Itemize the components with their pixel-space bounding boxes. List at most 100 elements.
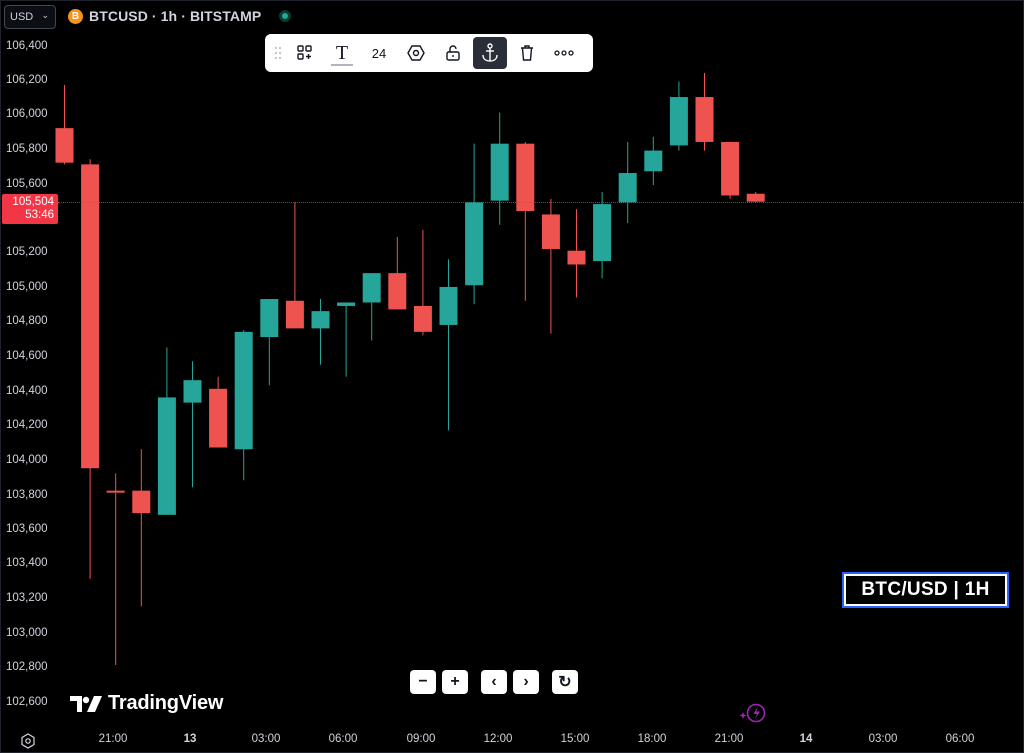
price-tick-label: 106,000 xyxy=(6,108,48,120)
candle-body xyxy=(311,311,330,329)
candle xyxy=(183,361,202,488)
candle-body xyxy=(106,490,125,493)
currency-value: USD xyxy=(10,11,34,23)
candle-body xyxy=(541,214,560,249)
candle-body xyxy=(132,490,151,514)
price-tick-label: 103,200 xyxy=(6,592,48,604)
price-tick-label: 106,200 xyxy=(6,74,48,86)
settings-icon[interactable] xyxy=(20,733,36,749)
candle-body xyxy=(285,300,304,329)
caption-text: BTC/USD | 1H xyxy=(846,576,1005,604)
candle xyxy=(234,330,253,481)
candle xyxy=(132,449,151,607)
time-tick-label: 18:00 xyxy=(637,733,667,745)
current-price-line xyxy=(58,202,1024,203)
candle xyxy=(618,141,637,224)
time-tick-label: 06:00 xyxy=(328,733,358,745)
candle xyxy=(157,347,176,515)
more-icon[interactable] xyxy=(547,37,581,69)
font-size-button[interactable]: 24 xyxy=(362,37,396,69)
candle xyxy=(541,198,560,334)
candle-body xyxy=(362,273,381,303)
candle-body xyxy=(157,397,176,515)
candle xyxy=(362,273,381,341)
time-tick-label: 15:00 xyxy=(560,733,590,745)
time-tick-label: 12:00 xyxy=(483,733,513,745)
scroll-right-button[interactable]: › xyxy=(513,670,539,694)
time-tick-label: 03:00 xyxy=(251,733,281,745)
price-tick-label: 106,400 xyxy=(6,40,48,52)
font-size-value: 24 xyxy=(371,45,387,61)
candle xyxy=(285,202,304,329)
drawing-toolbar: T 24 xyxy=(265,34,593,72)
tradingview-logo-icon xyxy=(70,695,102,712)
price-tick-label: 105,200 xyxy=(6,246,48,258)
time-tick-label: 13 xyxy=(183,733,197,745)
candle xyxy=(721,141,740,199)
candle xyxy=(260,299,279,386)
price-tick-label: 103,800 xyxy=(6,489,48,501)
zoom-in-button[interactable]: + xyxy=(442,670,468,694)
price-tick-label: 102,600 xyxy=(6,696,48,708)
zoom-out-button[interactable]: − xyxy=(410,670,436,694)
candle xyxy=(106,473,125,666)
candle-body xyxy=(234,331,253,450)
chevron-down-icon: ⌄ xyxy=(41,10,49,20)
reset-button[interactable]: ↻ xyxy=(552,670,578,694)
anchor-icon[interactable] xyxy=(473,37,507,69)
candle-body xyxy=(490,143,509,201)
candlestick-chart[interactable] xyxy=(0,0,1024,730)
symbol-bar[interactable]: B BTCUSD · 1h · BITSTAMP xyxy=(68,8,292,24)
candle-body xyxy=(260,299,279,338)
candle xyxy=(81,159,100,579)
candle xyxy=(465,143,484,305)
object-tree-icon[interactable] xyxy=(288,37,322,69)
trash-icon[interactable] xyxy=(510,37,544,69)
price-tick-label: 104,600 xyxy=(6,350,48,362)
candle xyxy=(311,299,330,365)
candle xyxy=(439,259,458,431)
market-status-icon[interactable] xyxy=(279,10,292,22)
lock-icon[interactable] xyxy=(436,37,470,69)
candle xyxy=(567,209,586,298)
time-tick-label: 21:00 xyxy=(714,733,744,745)
text-color-button[interactable]: T xyxy=(325,37,359,69)
time-tick-label: 06:00 xyxy=(945,733,975,745)
time-tick-label: 21:00 xyxy=(98,733,128,745)
candle xyxy=(669,81,688,151)
caption-box: BTC/USD | 1H xyxy=(842,572,1009,608)
candle xyxy=(644,136,663,186)
candle-body xyxy=(81,164,100,469)
candle xyxy=(209,376,228,448)
bitcoin-icon: B xyxy=(68,8,83,24)
lightning-sparkle-icon[interactable] xyxy=(739,702,767,724)
candle xyxy=(746,192,765,203)
candle xyxy=(55,84,74,165)
current-price-label: 105,504 xyxy=(12,196,54,208)
price-tick-label: 103,400 xyxy=(6,557,48,569)
hexagon-icon[interactable] xyxy=(399,37,433,69)
candle xyxy=(695,72,714,151)
price-tick-label: 104,800 xyxy=(6,315,48,327)
candle-body xyxy=(618,173,637,203)
candle-body xyxy=(567,250,586,265)
candle xyxy=(516,141,535,301)
time-tick-label: 09:00 xyxy=(406,733,436,745)
current-price-tag: 105,504 53:46 xyxy=(2,194,58,224)
time-tick-label: 03:00 xyxy=(868,733,898,745)
price-tick-label: 103,000 xyxy=(6,627,48,639)
countdown-label: 53:46 xyxy=(25,209,54,221)
tradingview-wordmark: TradingView xyxy=(108,692,224,714)
candle-body xyxy=(388,273,407,310)
price-tick-label: 105,000 xyxy=(6,281,48,293)
currency-select[interactable]: USD ⌄ xyxy=(4,5,56,29)
text-icon: T xyxy=(335,41,349,64)
price-tick-label: 104,400 xyxy=(6,385,48,397)
price-tick-label: 104,000 xyxy=(6,454,48,466)
drag-handle-icon[interactable] xyxy=(271,37,285,69)
scroll-left-button[interactable]: ‹ xyxy=(481,670,507,694)
candle-body xyxy=(721,141,740,196)
tradingview-watermark[interactable]: TradingView xyxy=(70,692,223,715)
candle-body xyxy=(413,305,432,332)
candle xyxy=(593,192,612,279)
